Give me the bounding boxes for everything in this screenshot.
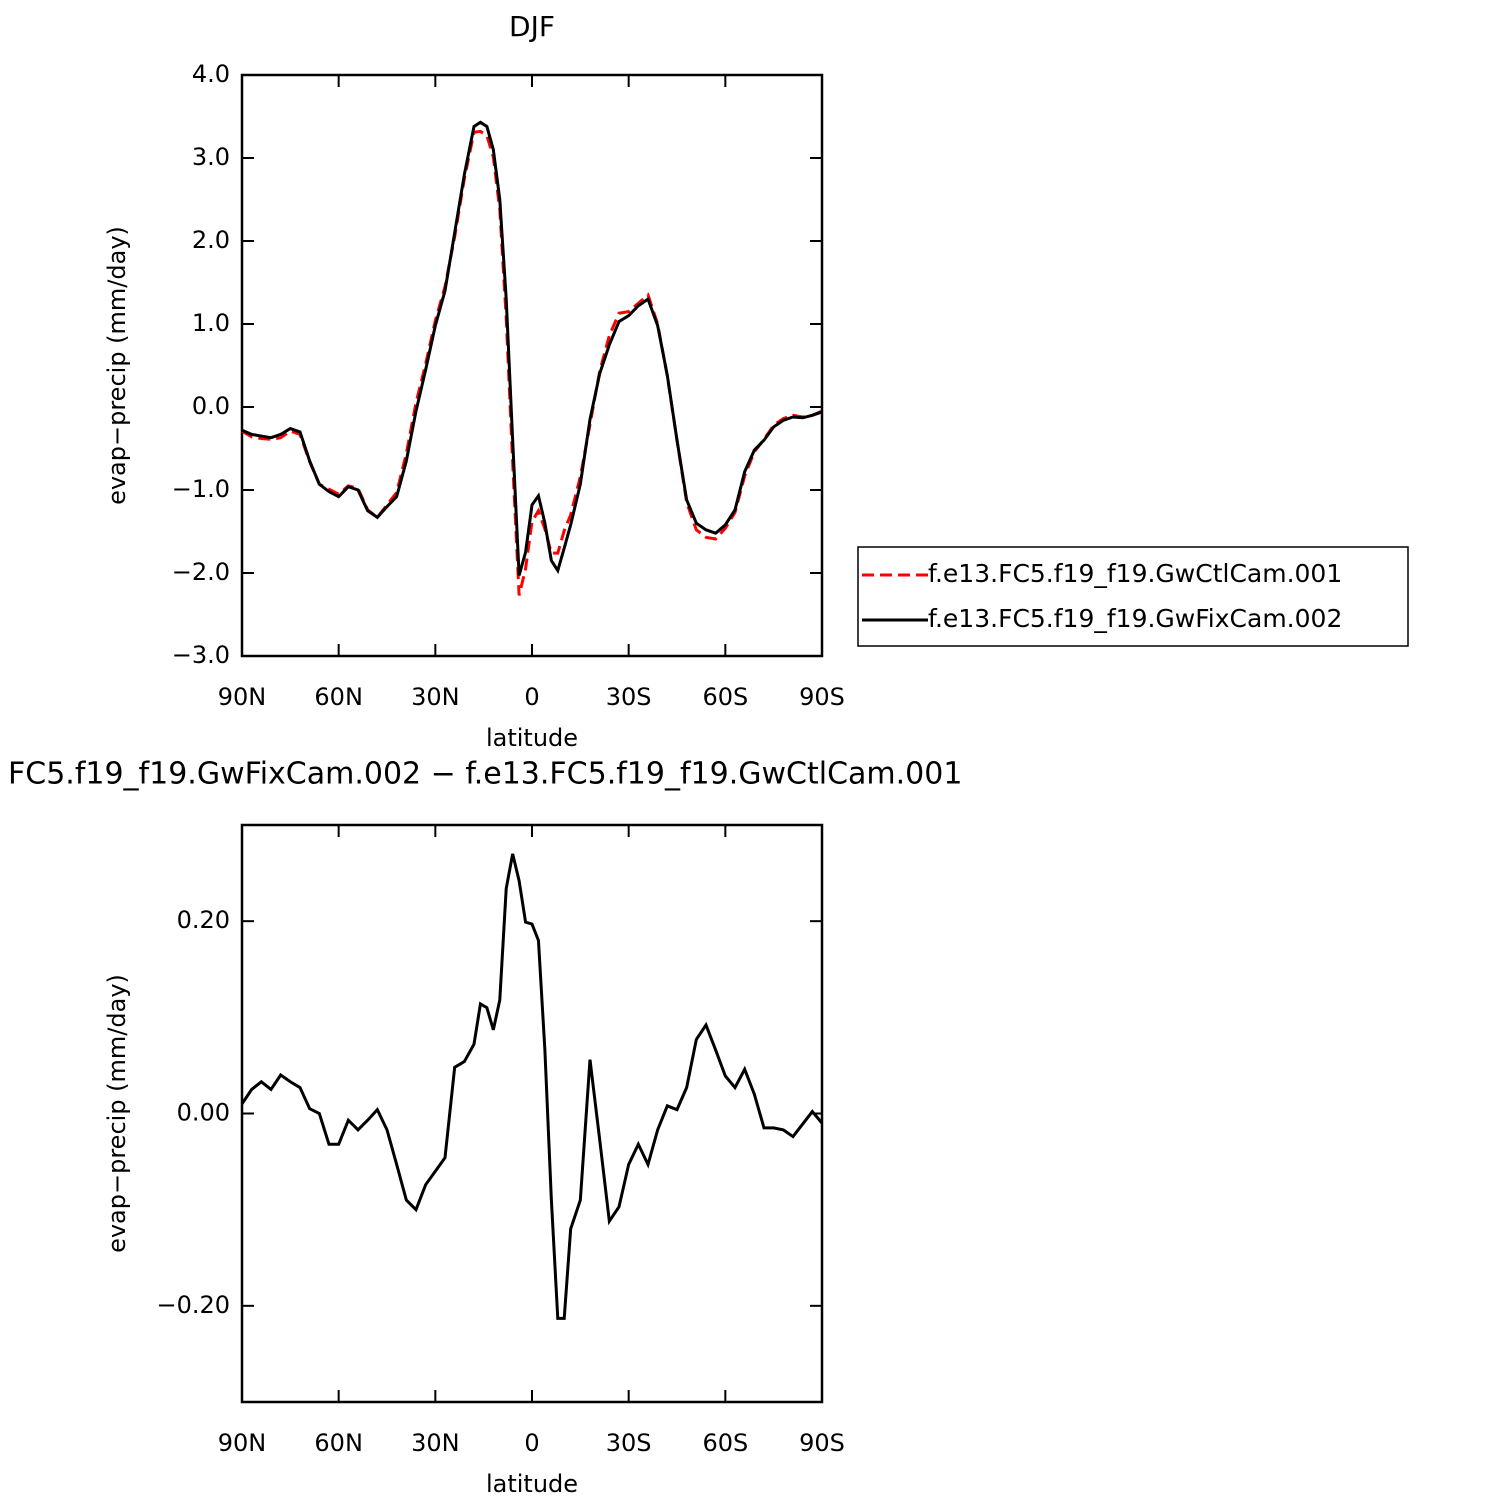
- x-tick-label: 60S: [702, 683, 748, 711]
- y-tick-label: 0.0: [192, 392, 230, 420]
- chart-title: DJF: [509, 10, 555, 43]
- legend-label: f.e13.FC5.f19_f19.GwCtlCam.001: [928, 559, 1342, 588]
- x-tick-label: 90N: [218, 1429, 267, 1457]
- y-tick-label: 0.00: [177, 1099, 230, 1127]
- x-tick-label: 0: [524, 683, 539, 711]
- x-tick-label: 90S: [799, 1429, 845, 1457]
- y-axis-label: evap−precip (mm/day): [103, 974, 131, 1253]
- plot-frame: [240, 823, 824, 1404]
- plot-frame: [240, 73, 824, 658]
- x-tick-label: 90S: [799, 683, 845, 711]
- y-tick-label: −1.0: [172, 475, 230, 503]
- x-tick-label: 30S: [606, 683, 652, 711]
- y-tick-label: −3.0: [172, 641, 230, 669]
- x-tick-label: 60N: [314, 1429, 363, 1457]
- data-line: [240, 853, 824, 1320]
- y-tick-label: 1.0: [192, 309, 230, 337]
- data-line: [241, 129, 823, 596]
- x-axis-label: latitude: [486, 724, 578, 752]
- data-line: [241, 120, 823, 576]
- y-tick-label: 2.0: [192, 226, 230, 254]
- y-tick-label: 3.0: [192, 143, 230, 171]
- y-tick-label: 4.0: [192, 60, 230, 88]
- x-tick-label: 0: [524, 1429, 539, 1457]
- y-tick-label: −2.0: [172, 558, 230, 586]
- x-tick-label: 30N: [411, 1429, 460, 1457]
- x-tick-label: 60S: [702, 1429, 748, 1457]
- y-tick-label: −0.20: [156, 1291, 230, 1319]
- legend-box: [857, 546, 1409, 647]
- legend-label: f.e13.FC5.f19_f19.GwFixCam.002: [928, 604, 1342, 633]
- x-tick-label: 30S: [606, 1429, 652, 1457]
- x-axis-label: latitude: [486, 1470, 578, 1498]
- y-tick-label: 0.20: [177, 906, 230, 934]
- x-tick-label: 30N: [411, 683, 460, 711]
- chart-title: FC5.f19_f19.GwFixCam.002 − f.e13.FC5.f19…: [8, 757, 962, 792]
- x-tick-label: 90N: [218, 683, 267, 711]
- x-tick-label: 60N: [314, 683, 363, 711]
- y-axis-label: evap−precip (mm/day): [103, 226, 131, 505]
